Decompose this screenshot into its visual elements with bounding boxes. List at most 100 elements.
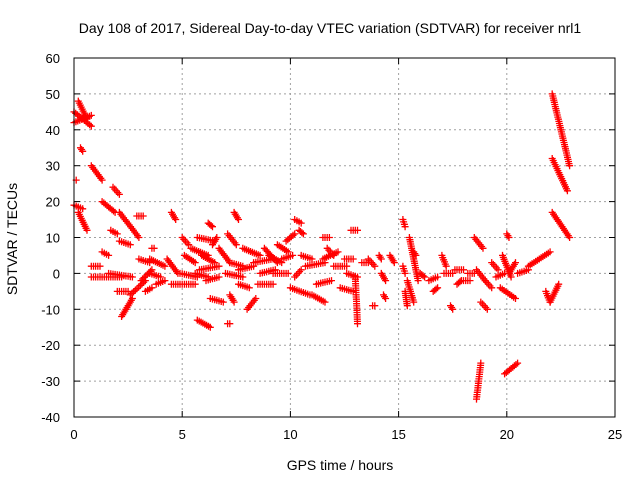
data-point-track <box>319 234 333 241</box>
data-point-track <box>265 251 286 267</box>
data-point-track <box>72 176 80 184</box>
data-point-track <box>503 230 513 241</box>
data-point-track <box>369 302 379 310</box>
data-point-track <box>416 269 429 281</box>
data-point-track <box>438 251 450 270</box>
data-point-track <box>505 259 519 277</box>
data-point-track <box>286 284 314 299</box>
y-tick-label: 60 <box>46 51 60 66</box>
data-point-track <box>548 208 574 241</box>
gridlines <box>74 58 615 417</box>
data-point-track <box>74 97 91 123</box>
y-tick-label: 40 <box>46 123 60 138</box>
x-tick-label: 25 <box>608 427 622 442</box>
data-point-track <box>278 251 297 263</box>
data-points <box>70 90 574 403</box>
data-point-track <box>109 183 123 198</box>
data-point-track <box>222 269 247 281</box>
data-point-track <box>481 277 496 292</box>
data-point-track <box>126 277 149 299</box>
data-point-track <box>291 216 305 227</box>
x-axis-label: GPS time / hours <box>287 457 394 473</box>
data-point-track <box>312 277 335 288</box>
data-point-track <box>546 280 563 306</box>
data-point-track <box>399 262 409 277</box>
data-point-track <box>405 234 422 285</box>
data-point-track <box>336 284 357 295</box>
data-point-track <box>501 359 522 378</box>
data-point-track <box>98 248 113 259</box>
y-tick-label: 20 <box>46 195 60 210</box>
y-tick-label: -30 <box>41 374 60 389</box>
axis-ticks: 0 5 10 15 20 25 -40 -30 -20 -10 0 10 20 30 40 50 60 <box>41 51 622 442</box>
data-point-track <box>269 269 292 277</box>
data-point-track <box>118 295 136 320</box>
data-point-track <box>273 241 292 256</box>
data-point-track <box>401 287 411 310</box>
data-point-track <box>204 219 216 231</box>
data-point-track <box>113 287 132 295</box>
data-point-track <box>351 273 361 328</box>
x-tick-label: 5 <box>179 427 186 442</box>
x-tick-label: 15 <box>391 427 405 442</box>
data-point-track <box>330 262 351 270</box>
data-point-track <box>514 266 532 277</box>
data-point-track <box>447 302 457 313</box>
data-point-track <box>464 269 478 277</box>
data-point-track <box>477 298 491 313</box>
y-axis-label: SDTVAR / TECUs <box>4 183 20 295</box>
data-point-track <box>135 255 154 267</box>
data-point-track <box>198 251 219 267</box>
data-point-track <box>425 273 442 285</box>
data-point-track <box>548 90 574 170</box>
data-point-track <box>230 208 242 223</box>
data-point-track <box>235 262 258 274</box>
y-tick-label: 50 <box>46 87 60 102</box>
x-tick-label: 20 <box>500 427 514 442</box>
data-point-track <box>375 251 385 263</box>
data-point-track <box>496 284 519 302</box>
data-point-track <box>302 259 329 270</box>
data-point-track <box>473 359 485 403</box>
data-point-track <box>105 269 136 281</box>
data-point-track <box>196 262 223 274</box>
data-point-track <box>403 277 418 306</box>
data-point-track <box>167 280 199 288</box>
data-point-track <box>295 226 307 238</box>
data-point-track <box>77 144 87 155</box>
data-point-track <box>224 320 234 328</box>
y-tick-label: -40 <box>41 410 60 425</box>
data-point-track <box>226 291 238 306</box>
data-point-track <box>429 284 442 295</box>
y-tick-label: -20 <box>41 338 60 353</box>
data-point-track <box>141 284 156 295</box>
plot-frame <box>73 57 616 418</box>
data-point-track <box>133 212 147 220</box>
data-point-track <box>254 280 277 288</box>
data-point-track <box>380 291 390 302</box>
data-point-track <box>98 198 119 216</box>
data-point-track <box>239 244 264 259</box>
data-point-track <box>146 255 169 270</box>
data-point-track <box>235 280 253 292</box>
data-point-track <box>209 234 221 249</box>
y-tick-label: 30 <box>46 159 60 174</box>
data-point-track <box>146 269 165 281</box>
data-point-track <box>74 208 91 234</box>
x-tick-label: 0 <box>70 427 77 442</box>
data-point-track <box>224 230 240 249</box>
data-point-track <box>399 216 409 231</box>
data-point-track <box>323 244 338 259</box>
chart-title: Day 108 of 2017, Sidereal Day-to-day VTE… <box>79 20 582 36</box>
data-point-track <box>187 244 212 259</box>
data-point-track <box>206 295 227 306</box>
x-tick-label: 10 <box>283 427 297 442</box>
data-point-track <box>167 208 180 223</box>
data-point-track <box>148 244 158 252</box>
data-point-track <box>341 255 357 263</box>
data-point-track <box>193 316 214 331</box>
data-point-track <box>377 269 390 285</box>
data-point-track <box>202 273 223 285</box>
data-point-track <box>488 259 502 274</box>
